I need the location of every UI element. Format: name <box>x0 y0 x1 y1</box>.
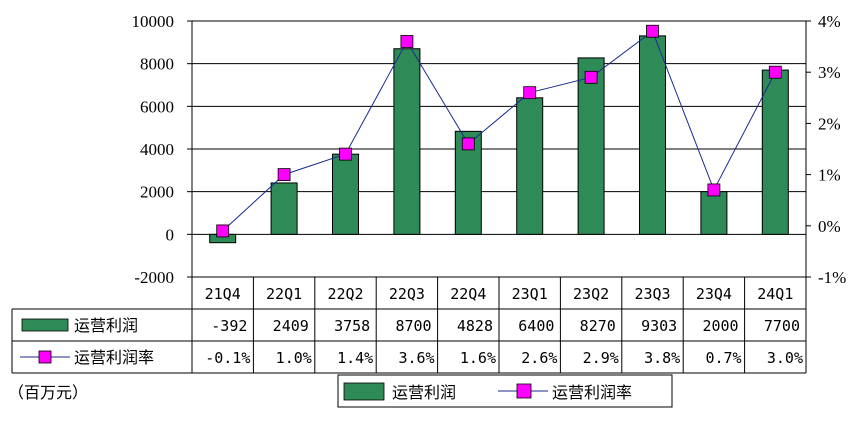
table-value-margin: 1.6% <box>460 349 496 367</box>
y-right-tick-label: 4% <box>818 12 841 31</box>
x-tick-label: 23Q4 <box>696 285 732 303</box>
table-value-margin: -0.1% <box>205 349 250 367</box>
bar <box>577 57 605 235</box>
bar <box>270 182 298 235</box>
unit-label: （百万元） <box>8 383 88 402</box>
y-left-tick-label: 4000 <box>140 140 174 159</box>
line-marker <box>768 65 782 79</box>
table-value-profit: 9303 <box>641 317 677 335</box>
bar <box>761 69 789 235</box>
x-tick-label: 24Q1 <box>757 285 793 303</box>
line-marker <box>584 70 598 84</box>
bar <box>516 97 544 235</box>
table-value-margin: 2.9% <box>583 349 619 367</box>
legend-bar-swatch <box>343 382 385 401</box>
x-tick-label: 23Q2 <box>573 285 609 303</box>
table-value-margin: 2.6% <box>521 349 557 367</box>
line-marker <box>400 35 414 48</box>
table-value-profit: 3758 <box>334 317 370 335</box>
legend-marker-swatch <box>516 383 532 399</box>
line-path <box>222 30 776 232</box>
x-tick-label: 22Q3 <box>389 285 425 303</box>
bar-series <box>209 35 789 244</box>
table-value-profit: 8270 <box>580 317 616 335</box>
y-left-tick-label: 2000 <box>140 183 174 202</box>
x-tick-label: 23Q3 <box>634 285 670 303</box>
line-marker <box>339 147 352 161</box>
x-tick-label: 22Q1 <box>266 285 302 303</box>
table-value-profit: 4828 <box>457 317 493 335</box>
line-marker <box>216 224 230 238</box>
legend: 运营利润 运营利润率 <box>337 374 673 408</box>
table-value-profit: 2409 <box>273 317 309 335</box>
x-tick-label: 22Q2 <box>327 285 363 303</box>
table-value-profit: 7700 <box>764 317 800 335</box>
bar <box>700 191 728 235</box>
y-left-tick-label: 0 <box>166 225 175 244</box>
y-left-tick-label: -2000 <box>134 268 174 287</box>
bar <box>332 153 359 235</box>
x-tick-label: 22Q4 <box>450 285 486 303</box>
legend-label-profit: 运营利润 <box>392 383 456 402</box>
line-marker <box>523 86 537 100</box>
table-value-profit: 8700 <box>395 317 431 335</box>
y-left-tick-label: 10000 <box>132 12 175 31</box>
line-marker <box>277 168 291 182</box>
y-right-tick-label: -1% <box>818 268 846 287</box>
x-tick-label: 21Q4 <box>205 285 241 303</box>
table-value-margin: 1.4% <box>337 349 373 367</box>
table-value-profit: -392 <box>211 317 247 335</box>
bar <box>639 35 666 235</box>
legend-label-margin: 运营利润率 <box>552 383 632 402</box>
y-right-tick-label: 3% <box>818 63 841 82</box>
table-value-margin: 1.0% <box>276 349 312 367</box>
line-marker <box>461 137 475 151</box>
data-table: 21Q4 22Q1 22Q2 22Q3 22Q4 23Q1 23Q2 23Q3 23Q4 24Q1… <box>11 276 807 374</box>
table-value-profit: 2000 <box>702 317 738 335</box>
x-tick-label: 23Q1 <box>512 285 548 303</box>
bar <box>393 48 421 235</box>
gridlines <box>192 20 806 278</box>
table-value-margin: 3.6% <box>398 349 434 367</box>
table-value-margin: 0.7% <box>705 349 741 367</box>
line-marker <box>646 24 659 38</box>
y-left-tick-label: 8000 <box>140 55 174 74</box>
y-right-tick-label: 1% <box>818 166 841 185</box>
table-value-margin: 3.8% <box>644 349 680 367</box>
line-series <box>216 24 782 238</box>
y-right-tick-label: 0% <box>818 217 841 236</box>
table-bar-swatch <box>21 318 69 332</box>
y-left-tick-label: 6000 <box>140 97 174 116</box>
line-marker <box>707 183 721 197</box>
table-value-margin: 3.0% <box>767 349 803 367</box>
table-row-label-profit: 运营利润 <box>74 316 138 335</box>
y-right-tick-label: 2% <box>818 114 841 133</box>
table-value-profit: 6400 <box>518 317 554 335</box>
table-marker-swatch <box>38 350 52 364</box>
table-row-label-margin: 运营利润率 <box>74 348 154 367</box>
